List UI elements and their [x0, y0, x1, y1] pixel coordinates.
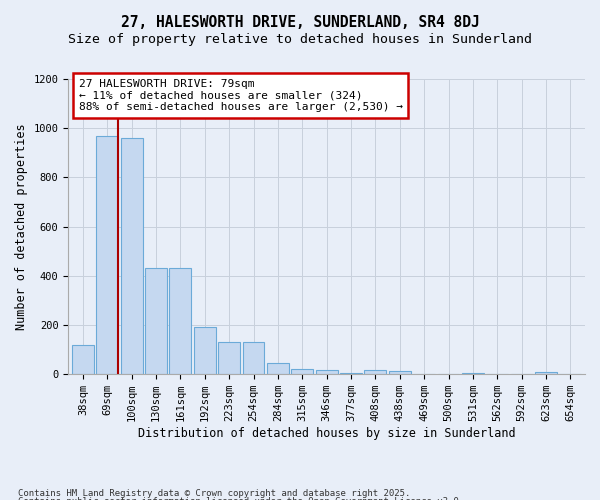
Bar: [389, 372, 411, 374]
Bar: [462, 372, 484, 374]
Text: Contains HM Land Registry data © Crown copyright and database right 2025.: Contains HM Land Registry data © Crown c…: [18, 488, 410, 498]
Bar: [316, 370, 338, 374]
Text: 27 HALESWORTH DRIVE: 79sqm
← 11% of detached houses are smaller (324)
88% of sem: 27 HALESWORTH DRIVE: 79sqm ← 11% of deta…: [79, 79, 403, 112]
Bar: [218, 342, 240, 374]
Bar: [121, 138, 143, 374]
Text: Size of property relative to detached houses in Sunderland: Size of property relative to detached ho…: [68, 32, 532, 46]
Bar: [340, 373, 362, 374]
Text: Contains public sector information licensed under the Open Government Licence v3: Contains public sector information licen…: [18, 497, 464, 500]
Bar: [535, 372, 557, 374]
X-axis label: Distribution of detached houses by size in Sunderland: Distribution of detached houses by size …: [138, 427, 515, 440]
Bar: [267, 363, 289, 374]
Bar: [72, 344, 94, 374]
Text: 27, HALESWORTH DRIVE, SUNDERLAND, SR4 8DJ: 27, HALESWORTH DRIVE, SUNDERLAND, SR4 8D…: [121, 15, 479, 30]
Bar: [291, 370, 313, 374]
Bar: [194, 328, 216, 374]
Bar: [169, 268, 191, 374]
Bar: [97, 136, 118, 374]
Bar: [364, 370, 386, 374]
Bar: [145, 268, 167, 374]
Bar: [242, 342, 265, 374]
Y-axis label: Number of detached properties: Number of detached properties: [15, 124, 28, 330]
